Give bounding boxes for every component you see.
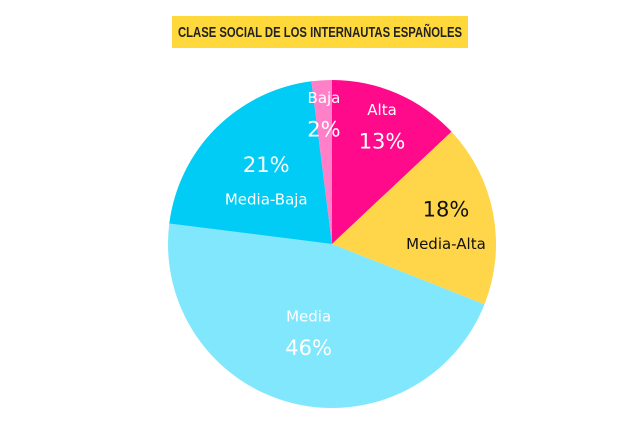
pie-slice xyxy=(169,81,332,245)
slice-label: Media-Alta xyxy=(406,235,486,253)
slice-label: Media-Baja xyxy=(225,191,308,209)
slice-percent: 13% xyxy=(359,129,406,153)
pie-slice xyxy=(167,223,485,408)
slice-percent: 21% xyxy=(243,153,290,177)
slice-percent: 2% xyxy=(307,117,340,141)
pie-slice xyxy=(332,131,496,305)
pie-slice xyxy=(311,80,332,244)
title-box xyxy=(172,16,468,48)
slice-percent: 46% xyxy=(285,336,332,360)
slice-label: Baja xyxy=(308,89,341,107)
slice-percent: 18% xyxy=(423,197,470,221)
pie-slice xyxy=(332,80,452,244)
slice-label: Media xyxy=(286,308,331,326)
slice-label: Alta xyxy=(367,101,397,119)
chart-title: CLASE SOCIAL DE LOS INTERNAUTAS ESPAÑOLE… xyxy=(178,23,462,41)
